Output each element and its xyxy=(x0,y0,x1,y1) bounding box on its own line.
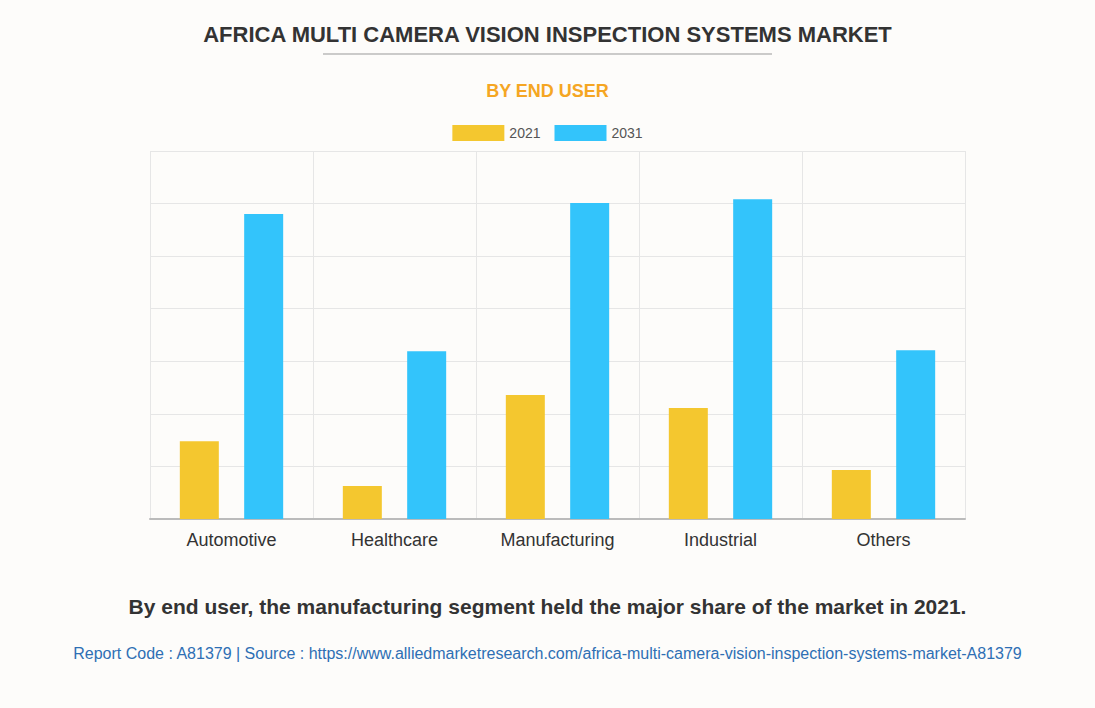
html-text:Report Code : A81379 | Source: Report Code : A81379 | Source : https://… xyxy=(73,645,1022,662)
svg-text:Healthcare: Healthcare xyxy=(351,530,438,550)
svg-text:Others: Others xyxy=(856,530,910,550)
svg-text:Industrial: Industrial xyxy=(684,530,757,550)
svg-text:Automotive: Automotive xyxy=(186,530,276,550)
svg-text:AFRICA MULTI CAMERA VISION INS: AFRICA MULTI CAMERA VISION INSPECTION SY… xyxy=(203,22,892,47)
html-text:By end user, the manufacturing: By end user, the manufacturing segment h… xyxy=(128,595,967,618)
svg-text:2031: 2031 xyxy=(612,125,643,141)
svg-text:BY END USER: BY END USER xyxy=(486,81,609,101)
svg-text:Manufacturing: Manufacturing xyxy=(500,530,614,550)
svg-text:2021: 2021 xyxy=(509,125,540,141)
